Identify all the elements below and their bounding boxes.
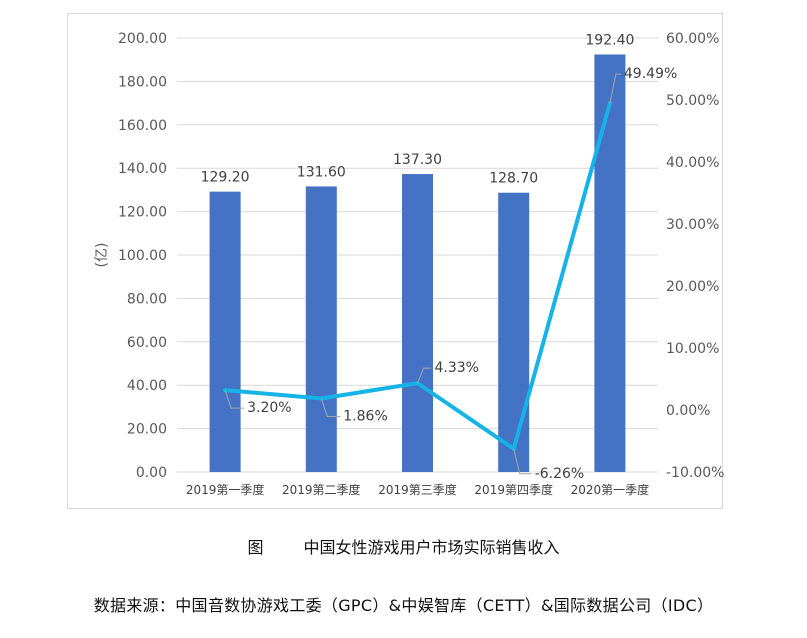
bar <box>209 191 241 473</box>
chart-frame: 129.20 131.60 137.30 128.70 192.40 3.20% 1.86%… <box>67 13 724 509</box>
x-tick-label: 2019第一季度 <box>186 482 265 497</box>
figure-caption: 图 中国女性游戏用户市场实际销售收入 <box>0 534 807 558</box>
x-tick-label: 2019第二季度 <box>282 482 361 497</box>
y2-tick-label: 0.00% <box>666 403 710 419</box>
y-tick-label: 40.00 <box>127 378 167 394</box>
y2-tick-label: 60.00% <box>666 31 719 47</box>
bar <box>498 192 530 472</box>
bar-layer <box>209 54 626 473</box>
bar-value-label: 128.70 <box>489 171 538 187</box>
bar <box>402 174 433 472</box>
data-label-leader <box>417 367 432 384</box>
chart-svg: 129.20 131.60 137.30 128.70 192.40 3.20% 1.86%… <box>94 31 724 497</box>
y2-tick-label: 50.00% <box>666 93 719 109</box>
line-value-label: 49.49% <box>624 66 677 82</box>
axis-layer: 0.00 20.00 40.00 60.00 80.00 100.00 120.00 140.… <box>94 31 724 497</box>
bar-value-label: 137.30 <box>393 152 442 168</box>
y2-tick-label: 30.00% <box>666 217 719 233</box>
y2-tick-label: -10.00% <box>666 465 724 481</box>
figure-label: 图 <box>247 538 264 557</box>
data-label-leader <box>609 73 621 104</box>
y-tick-label: 180.00 <box>118 74 167 90</box>
y2-tick-label: 40.00% <box>666 155 719 171</box>
figure-title: 中国女性游戏用户市场实际销售收入 <box>303 538 560 557</box>
x-tick-label: 2019第三季度 <box>378 482 457 497</box>
line-value-label: 1.86% <box>343 408 387 424</box>
y-tick-label: 60.00 <box>127 335 167 351</box>
line-value-label: 4.33% <box>435 360 479 376</box>
source-note: 数据来源：中国音数协游戏工委（GPC）&中娱智库（CETT）&国际数据公司（ID… <box>93 596 714 615</box>
data-label-leader <box>224 390 245 409</box>
y2-tick-label: 20.00% <box>666 279 719 295</box>
y-tick-label: 0.00 <box>136 465 167 481</box>
bar-value-label: 131.60 <box>297 164 346 180</box>
bar <box>305 186 337 473</box>
data-label-leader <box>513 448 532 475</box>
y2-tick-label: 10.00% <box>666 341 719 357</box>
bar <box>594 54 626 472</box>
bar-value-label: 192.40 <box>585 32 634 48</box>
data-label-leader <box>320 398 341 417</box>
y-tick-label: 160.00 <box>118 118 167 134</box>
y-tick-label: 200.00 <box>118 31 167 47</box>
y-tick-label: 20.00 <box>127 422 167 438</box>
y-axis-title: (亿) <box>94 243 110 268</box>
y-tick-label: 80.00 <box>127 291 167 307</box>
y-tick-label: 140.00 <box>118 161 167 177</box>
bar-value-label: 129.20 <box>201 170 250 186</box>
x-tick-label: 2020第一季度 <box>571 482 650 497</box>
line-value-label: -6.26% <box>535 466 585 482</box>
y-tick-label: 120.00 <box>118 205 167 221</box>
label-layer: 129.20 131.60 137.30 128.70 192.40 3.20% 1.86%… <box>201 32 678 481</box>
y-tick-label: 100.00 <box>118 248 167 264</box>
line-value-label: 3.20% <box>247 400 291 416</box>
x-tick-label: 2019第四季度 <box>474 482 553 497</box>
